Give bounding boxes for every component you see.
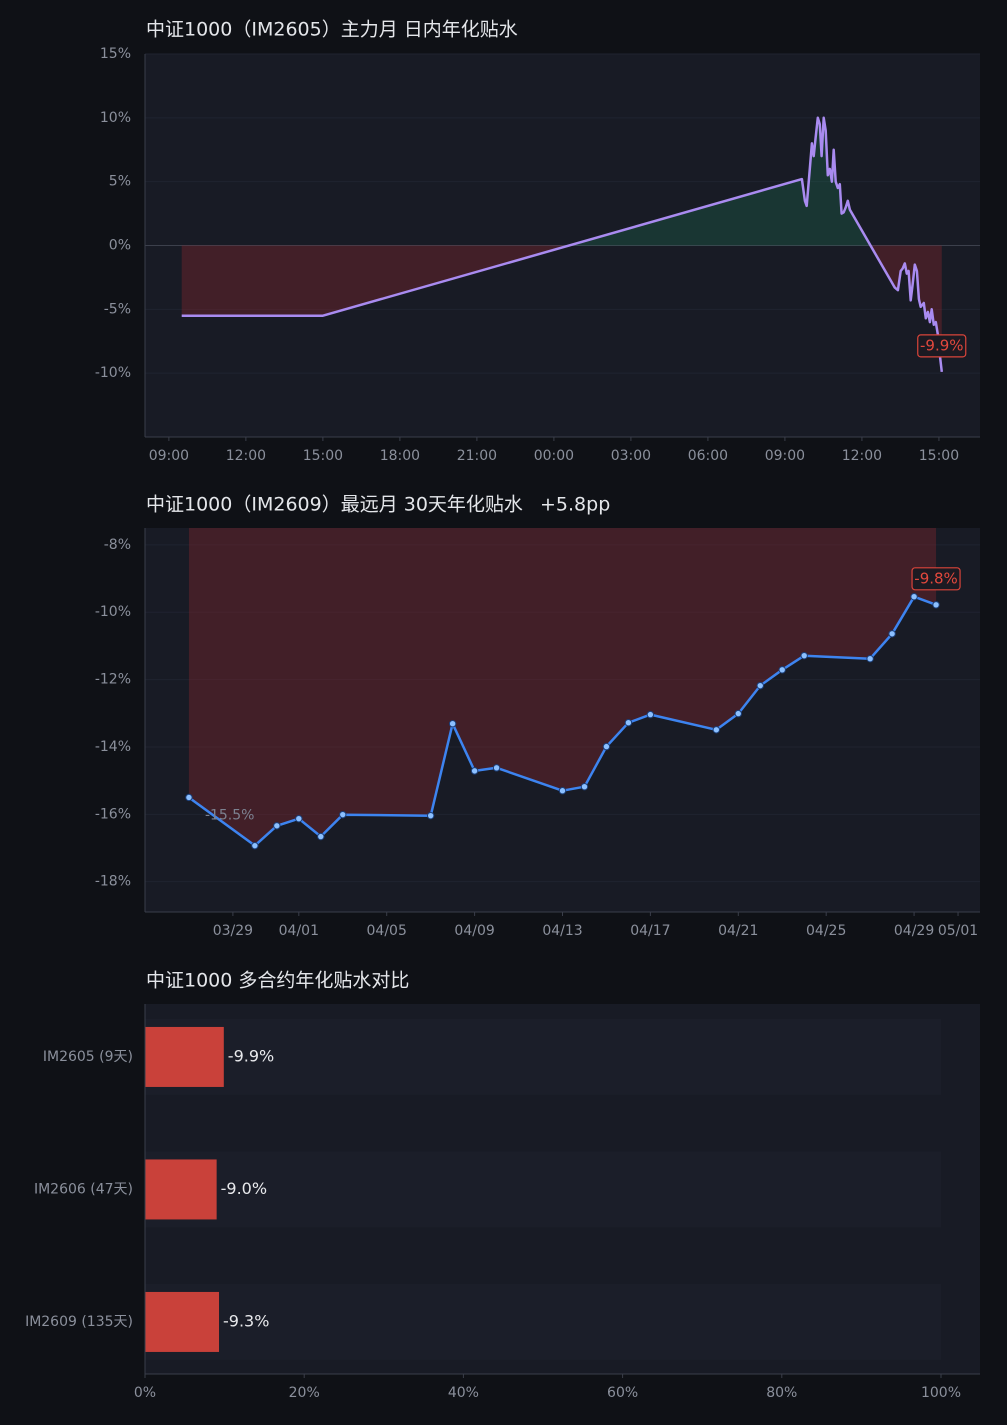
y-tick-label: IM2606 (47天) [34, 1181, 133, 1197]
x-tick-label: 04/21 [718, 923, 758, 939]
point [866, 654, 874, 663]
row-band [145, 1018, 941, 1095]
x-tick-label: 0% [134, 1385, 156, 1401]
x-tick-label: 40% [448, 1385, 479, 1401]
chart-title: 中证1000（IM2605）主力月 日内年化贴水 [146, 19, 518, 41]
y-tick-label: -14% [95, 739, 131, 755]
point [339, 810, 347, 819]
x-tick-label: 00:00 [534, 448, 574, 464]
value-label: -9.3% [223, 1311, 269, 1330]
y-tick-label: -5% [104, 301, 131, 317]
point [273, 822, 281, 830]
x-tick-label: 04/05 [367, 923, 407, 939]
value-label: -9.0% [221, 1179, 267, 1198]
point [251, 841, 259, 850]
y-tick-label: 5% [109, 174, 131, 190]
point [888, 630, 896, 638]
x-tick-label: 15:00 [919, 448, 959, 464]
point [712, 726, 721, 734]
plot-area [145, 528, 980, 912]
point [470, 767, 479, 775]
value-label: -9.9% [228, 1046, 274, 1065]
x-tick-label: 06:00 [688, 448, 728, 464]
label-box [917, 334, 967, 358]
point [448, 720, 457, 728]
y-tick-label: -8% [104, 537, 131, 553]
chart-title: 中证1000（IM2609）最远月 30天年化贴水 [146, 494, 523, 516]
point [932, 601, 940, 609]
y-tick-label: 10% [100, 110, 131, 126]
point [580, 782, 589, 791]
x-tick-label: 03/29 [213, 923, 253, 939]
x-tick-label: 04/01 [279, 923, 319, 939]
point [426, 811, 435, 820]
bar [145, 1159, 217, 1220]
x-tick-label: 04/29 [894, 923, 934, 939]
y-tick-label: -10% [95, 604, 131, 620]
y-tick-label: 0% [109, 238, 131, 254]
x-tick-label: 100% [921, 1385, 961, 1401]
x-tick-label: 04/09 [454, 923, 494, 939]
x-tick-label: 04/17 [630, 923, 670, 939]
x-tick-label: 04/13 [542, 923, 582, 939]
x-tick-label: 21:00 [457, 448, 497, 464]
point [558, 787, 567, 795]
point [800, 651, 808, 660]
area [181, 245, 942, 372]
x-tick-label: 09:00 [149, 448, 189, 464]
bar [145, 1026, 224, 1087]
x-tick-label: 05/01 [938, 923, 978, 939]
point [492, 764, 501, 772]
y-tick-label: -18% [95, 874, 131, 890]
x-tick-label: 18:00 [380, 448, 420, 464]
x-tick-label: 15:00 [303, 448, 343, 464]
x-tick-label: 09:00 [765, 448, 805, 464]
chart-title: 中证1000 多合约年化贴水对比 [146, 970, 409, 992]
y-tick-label: IM2609 (135天) [25, 1314, 133, 1330]
value-label: -15.5% [205, 807, 255, 823]
point [734, 709, 742, 718]
x-tick-label: 12:00 [842, 448, 882, 464]
label-box [911, 567, 961, 591]
point [778, 666, 786, 674]
y-tick-label: -12% [95, 672, 131, 688]
y-tick-label: -10% [95, 365, 131, 381]
point [624, 718, 633, 727]
bar [145, 1291, 220, 1352]
y-tick-label: -16% [95, 806, 131, 822]
area [188, 528, 937, 846]
value-label: -9.9% [920, 336, 964, 354]
point [185, 793, 193, 802]
y-tick-label: 15% [100, 46, 131, 62]
area [181, 117, 942, 246]
point [602, 742, 611, 751]
x-tick-label: 12:00 [226, 448, 266, 464]
value-label: -9.8% [914, 569, 958, 587]
x-tick-label: 80% [766, 1385, 797, 1401]
row-band [145, 1151, 941, 1228]
point [295, 814, 303, 823]
x-tick-label: 20% [289, 1385, 320, 1401]
point [756, 681, 764, 690]
point [646, 710, 655, 719]
line [181, 116, 944, 373]
point [910, 593, 918, 601]
x-tick-label: 60% [607, 1385, 638, 1401]
point [317, 832, 325, 841]
row-band [145, 1283, 941, 1360]
chart-subtitle: +5.8pp [540, 494, 610, 516]
x-tick-label: 04/25 [806, 923, 846, 939]
line [188, 595, 937, 847]
x-tick-label: 03:00 [611, 448, 651, 464]
y-tick-label: IM2605 (9天) [43, 1049, 133, 1065]
